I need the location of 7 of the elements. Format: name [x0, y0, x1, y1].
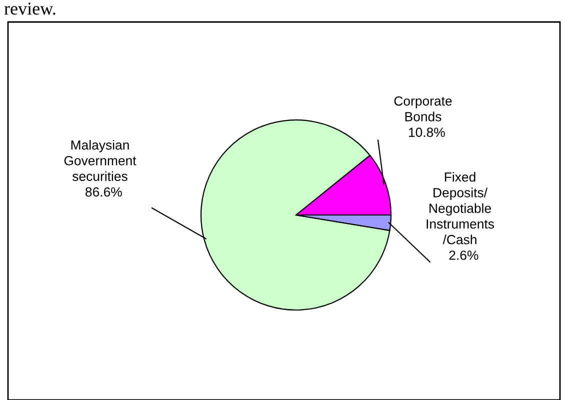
- slice-label: Malaysian Government securities: [64, 140, 136, 181]
- data-label: 2.6%: [449, 250, 478, 260]
- data-label: 10.8%: [408, 128, 445, 137]
- slice-label: Corporate Bonds: [394, 96, 452, 122]
- data-label: 86.6%: [86, 187, 122, 197]
- text: review.: [4, 2, 56, 15]
- slice-label: Fixed Deposits/ Negotiable Instruments /Cash: [426, 172, 494, 244]
